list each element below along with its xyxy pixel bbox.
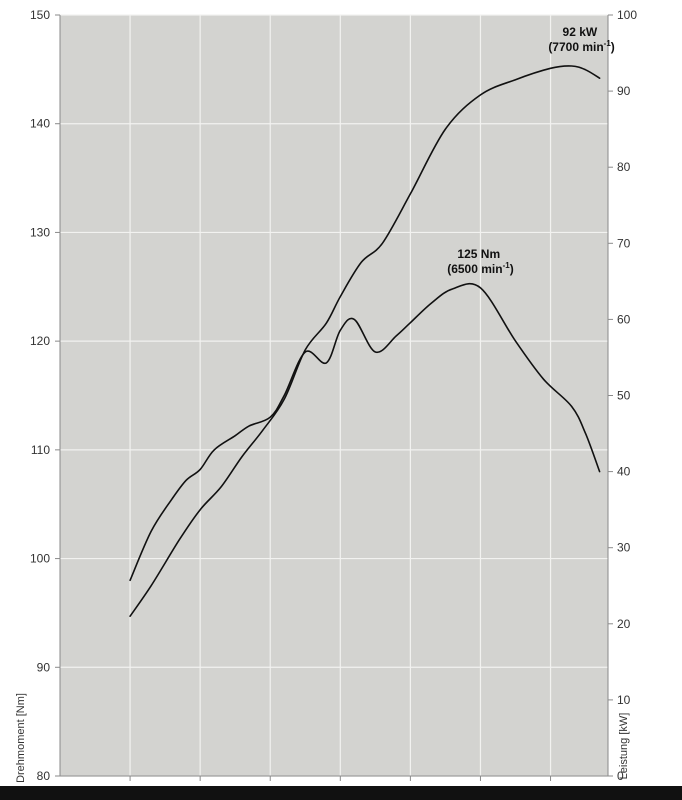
power-line — [129, 65, 601, 617]
left-tick-label: 130 — [30, 225, 50, 239]
left-tick-label: 110 — [31, 443, 50, 457]
right-tick-label: 70 — [617, 236, 631, 250]
peak-torque-annotation: 125 Nm (6500 min-1) — [447, 247, 513, 276]
plot-area — [60, 15, 608, 776]
right-axis-title: Leistung [kW] — [618, 713, 630, 780]
right-tick-label: 80 — [617, 160, 631, 174]
peak-power-rpm: (7700 min-1) — [548, 39, 614, 54]
right-tick-label: 90 — [617, 84, 631, 98]
series-lines — [129, 65, 601, 617]
torque-line — [129, 282, 601, 582]
left-tick-label: 100 — [30, 552, 50, 566]
right-tick-label: 30 — [617, 541, 631, 555]
peak-power-value: 92 kW — [563, 25, 598, 39]
right-axis-ticks: 0 10 20 30 40 50 60 70 80 90 100 — [608, 8, 637, 783]
peak-torque-rpm-close: ) — [510, 262, 514, 276]
bottom-strip — [0, 786, 682, 800]
peak-power-rpm-exponent: -1 — [604, 39, 612, 48]
right-tick-label: 0 — [617, 769, 624, 783]
left-tick-label: 90 — [37, 660, 51, 674]
left-axis-title: Drehmoment [Nm] — [15, 693, 27, 783]
right-tick-label: 20 — [617, 617, 631, 631]
peak-power-annotation: 92 kW (7700 min-1) — [548, 25, 614, 54]
peak-power-rpm-close: ) — [611, 40, 615, 54]
left-tick-label: 140 — [30, 117, 50, 131]
peak-power-rpm-text: (7700 min — [548, 40, 603, 54]
peak-torque-rpm-exponent: -1 — [503, 261, 511, 270]
grid-lines — [60, 14, 608, 777]
right-tick-label: 50 — [617, 389, 631, 403]
peak-torque-rpm: (6500 min-1) — [447, 261, 513, 276]
right-tick-label: 60 — [617, 312, 631, 326]
left-tick-label: 150 — [30, 8, 50, 22]
right-tick-label: 40 — [617, 465, 631, 479]
left-tick-label: 120 — [30, 334, 50, 348]
left-tick-label: 80 — [37, 769, 51, 783]
peak-torque-value: 125 Nm — [457, 247, 500, 261]
right-tick-label: 10 — [617, 693, 631, 707]
right-tick-label: 100 — [617, 8, 637, 22]
left-axis-ticks: 80 90 100 110 120 130 140 150 — [30, 8, 60, 783]
peak-torque-rpm-text: (6500 min — [447, 262, 502, 276]
